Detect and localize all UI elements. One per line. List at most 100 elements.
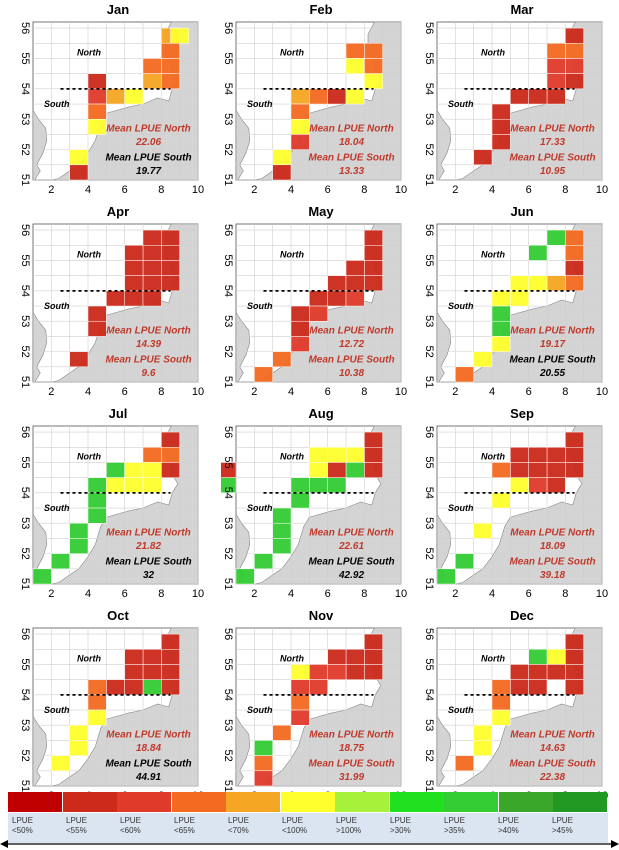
south-label: South xyxy=(448,301,474,311)
y-tick-label: 56 xyxy=(222,22,234,34)
lpue-cell xyxy=(565,58,584,74)
lpue-cell xyxy=(565,633,584,650)
x-tick-label: 2 xyxy=(452,184,458,196)
lpue-cell xyxy=(565,462,584,478)
lpue-cell xyxy=(106,88,125,105)
lpue-cell xyxy=(546,58,566,74)
lpue-cell xyxy=(161,229,180,246)
lpue-cell xyxy=(290,103,310,120)
x-tick-label: 2 xyxy=(452,386,458,398)
y-tick-label: 54 xyxy=(19,689,31,701)
y-tick-label: 56 xyxy=(423,426,435,438)
mean-north-label: Mean LPUE North xyxy=(106,123,190,134)
mean-south-label: Mean LPUE South xyxy=(308,556,394,567)
y-tick-label: 51 xyxy=(423,376,435,388)
mean-south-label: Mean LPUE South xyxy=(509,758,595,769)
axes: 2 4 6 8 10 51 52 53 54 55 56 xyxy=(19,224,204,398)
panel-title: Jan xyxy=(106,2,130,17)
x-tick-label: 6 xyxy=(325,386,331,398)
x-tick-label: 2 xyxy=(48,184,54,196)
lpue-cell xyxy=(69,740,89,756)
lpue-cell xyxy=(546,447,566,463)
lpue-cell xyxy=(69,149,89,166)
legend-labels: LPUE <50% LPUE <55% LPUE <60% LPUE <65% LPUE <70%… xyxy=(8,813,608,843)
y-tick-label: 52 xyxy=(423,345,435,357)
lpue-cell xyxy=(272,522,292,539)
mean-north-label: Mean LPUE North xyxy=(309,325,393,336)
x-tick-label: 2 xyxy=(251,386,257,398)
lpue-cell xyxy=(436,568,456,585)
lpue-cell xyxy=(364,649,383,665)
legend-swatch xyxy=(335,792,389,812)
y-tick-label: 53 xyxy=(423,113,435,125)
south-label: South xyxy=(448,99,474,109)
lpue-cell xyxy=(124,649,144,665)
map-svg: 2 4 6 8 10 51 52 53 54 55 56 North South Mean LPUE No… xyxy=(19,223,204,398)
x-tick-label: 8 xyxy=(562,386,568,398)
x-tick-label: 6 xyxy=(122,386,128,398)
mean-north-value: 19.17 xyxy=(540,339,565,350)
y-tick-label: 52 xyxy=(19,749,31,761)
y-tick-label: 51 xyxy=(222,376,234,388)
x-tick-label: 8 xyxy=(562,184,568,196)
mean-south-value: 32 xyxy=(143,570,155,581)
x-tick-label: 6 xyxy=(325,588,331,600)
lpue-cell xyxy=(528,275,548,292)
lpue-cell xyxy=(455,366,474,383)
x-tick-label: 4 xyxy=(489,588,495,600)
x-tick-label: 4 xyxy=(85,588,91,600)
y-tick-label: 52 xyxy=(423,547,435,559)
lpue-cell xyxy=(124,664,144,680)
axes: 2 4 6 8 10 51 52 53 54 55 56 xyxy=(222,22,407,196)
lpue-cell xyxy=(290,118,310,135)
mean-north-label: Mean LPUE North xyxy=(106,729,190,740)
lpue-cell xyxy=(161,679,180,696)
y-tick-label: 54 xyxy=(222,487,234,499)
y-tick-label: 55 xyxy=(19,52,31,64)
x-tick-label: 8 xyxy=(158,386,164,398)
lpue-cell xyxy=(161,43,180,59)
lpue-cell xyxy=(546,664,566,680)
lpue-cell xyxy=(491,118,511,135)
lpue-cell xyxy=(272,149,292,166)
lpue-cell xyxy=(87,694,107,711)
y-tick-label: 53 xyxy=(19,315,31,327)
x-tick-label: 10 xyxy=(192,588,204,600)
lpue-cell xyxy=(510,275,529,292)
mean-south-value: 10.95 xyxy=(540,166,565,177)
lpue-cell xyxy=(87,709,107,726)
lpue-cell xyxy=(364,58,383,74)
mean-south-label: Mean LPUE South xyxy=(308,758,394,769)
y-tick-label: 56 xyxy=(423,628,435,640)
lpue-cell xyxy=(565,27,584,44)
mean-south-label: Mean LPUE South xyxy=(105,152,191,163)
lpue-cell xyxy=(124,245,144,261)
lpue-cell xyxy=(473,522,493,539)
lpue-cell xyxy=(309,477,328,494)
north-label: North xyxy=(481,47,505,57)
lpue-cell xyxy=(491,134,511,150)
lpue-cell xyxy=(290,664,310,680)
mean-south-label: Mean LPUE South xyxy=(509,354,595,365)
map-panel-mar: Mar 2 4 6 8 10 51 52 53 54 55 56 North South Mean LPUE… xyxy=(422,2,619,202)
lpue-cell xyxy=(235,568,255,585)
y-tick-label: 56 xyxy=(423,224,435,236)
map-panel-jul: Jul 2 4 6 8 10 51 52 53 54 55 56 North South Mean LPUE… xyxy=(18,406,218,606)
lpue-cell xyxy=(345,447,365,463)
x-tick-label: 6 xyxy=(122,588,128,600)
north-label: North xyxy=(77,249,101,259)
lpue-cell xyxy=(69,351,89,368)
lpue-cell xyxy=(142,229,162,246)
y-tick-label: 55 xyxy=(423,658,435,670)
x-tick-label: 8 xyxy=(361,588,367,600)
lpue-cell xyxy=(221,477,237,494)
lpue-cell xyxy=(142,462,162,478)
y-tick-label: 56 xyxy=(19,426,31,438)
mean-south-value: 9.6 xyxy=(142,368,156,379)
x-tick-label: 10 xyxy=(596,588,608,600)
x-tick-label: 10 xyxy=(192,184,204,196)
lpue-cell xyxy=(170,27,190,44)
legend-label: LPUE <100% xyxy=(282,816,308,835)
south-label: South xyxy=(247,503,273,513)
map-panel-may: May 2 4 6 8 10 51 52 53 54 55 56 North South Mean LPUE… xyxy=(221,204,421,404)
